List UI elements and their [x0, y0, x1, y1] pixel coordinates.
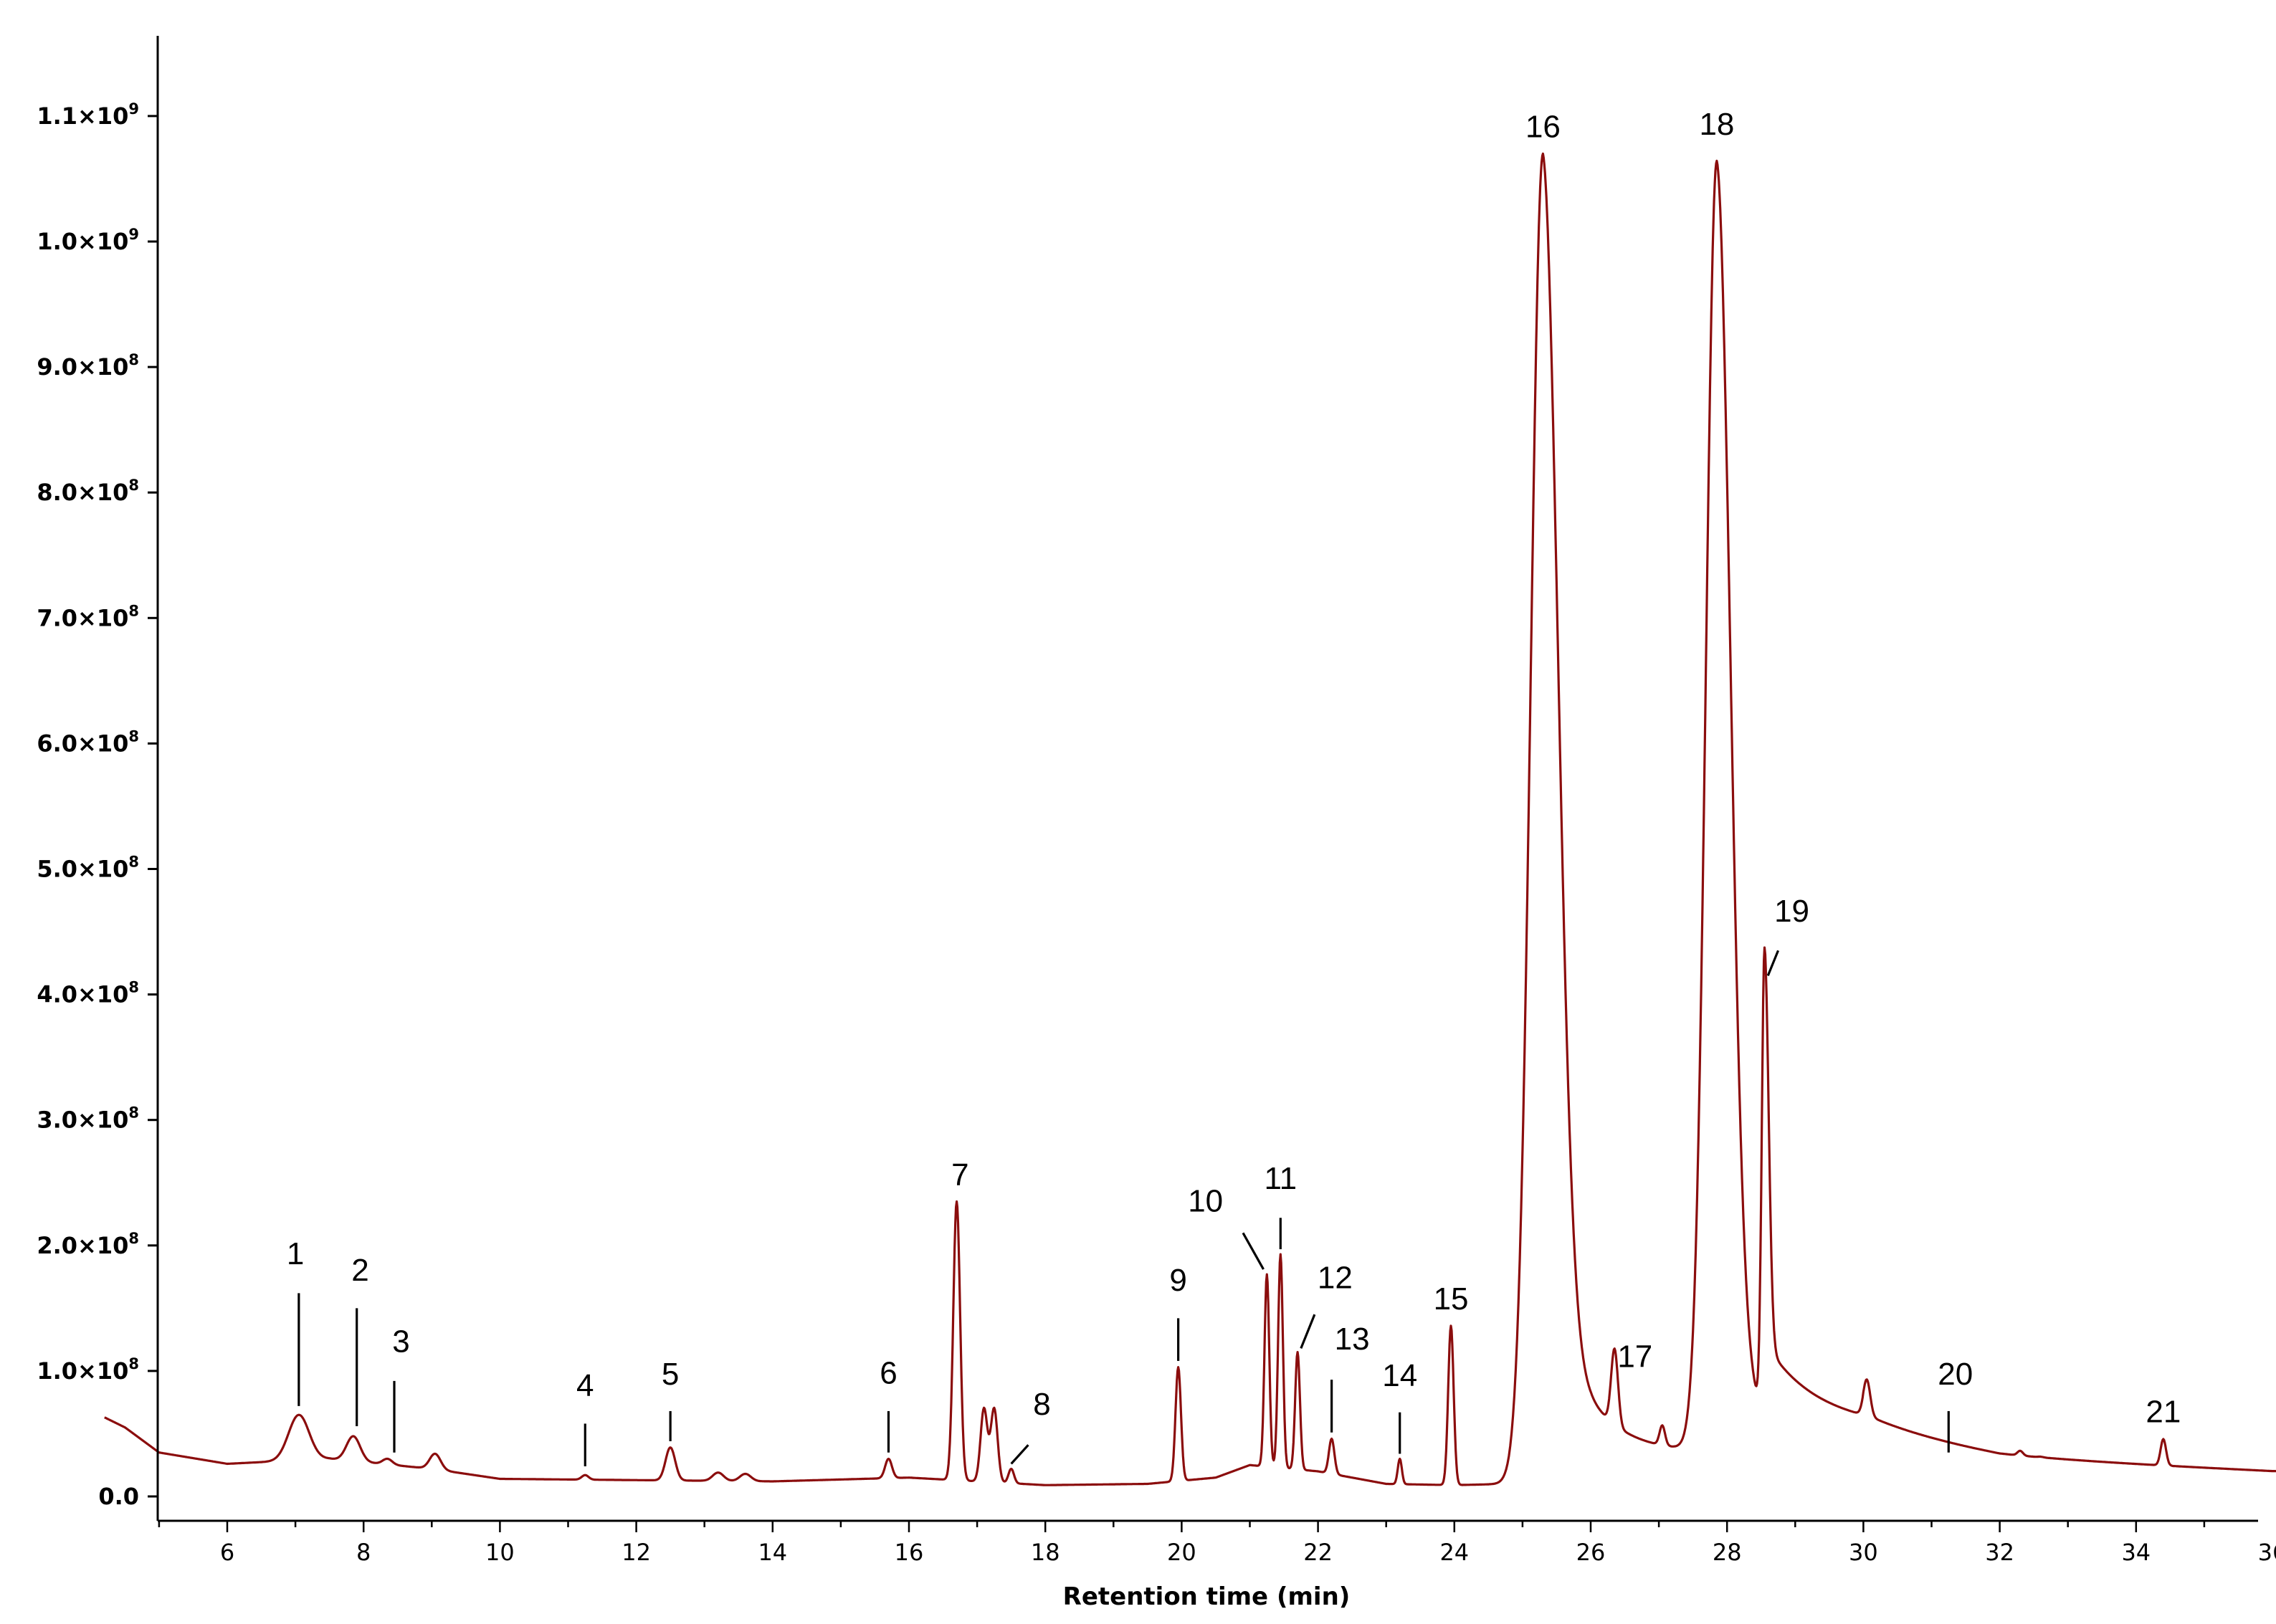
peak-annotation: 15 — [1434, 1281, 1469, 1317]
x-tick-label: 14 — [758, 1539, 787, 1566]
y-tick-label: 4.0×108 — [37, 979, 139, 1008]
peak-label: 3 — [392, 1324, 409, 1360]
peak-label: 9 — [1169, 1263, 1186, 1298]
y-tick-label: 1.1×109 — [37, 100, 139, 130]
peak-label: 12 — [1318, 1260, 1353, 1295]
peak-label: 13 — [1335, 1322, 1370, 1357]
peak-leader-line — [1010, 1444, 1029, 1465]
x-tick-label: 18 — [1031, 1539, 1060, 1566]
peak-annotation: 10 — [1188, 1184, 1265, 1270]
x-axis-label: Retention time (min) — [1063, 1582, 1351, 1611]
peak-label: 4 — [576, 1368, 594, 1403]
peak-label: 8 — [1033, 1387, 1050, 1422]
peak-label: 17 — [1617, 1339, 1652, 1375]
x-tick-label: 10 — [485, 1539, 515, 1566]
peak-leader-line — [1242, 1232, 1265, 1270]
peak-annotation: 7 — [951, 1157, 968, 1193]
peak-annotation: 14 — [1382, 1358, 1417, 1454]
peak-label: 1 — [287, 1236, 304, 1271]
y-tick-label: 1.0×109 — [37, 226, 139, 255]
peak-leader-line — [1300, 1314, 1316, 1349]
peak-annotation: 8 — [1010, 1387, 1051, 1465]
x-tick-label: 22 — [1303, 1539, 1333, 1566]
peak-label: 15 — [1434, 1281, 1469, 1317]
x-tick-label: 12 — [622, 1539, 651, 1566]
x-tick-label: 30 — [1849, 1539, 1878, 1566]
x-tick-label: 32 — [1985, 1539, 2014, 1566]
x-tick-label: 24 — [1439, 1539, 1469, 1566]
axes: 0.0 1.0×108 2.0×108 3.0×108 4.0×108 5.0×108 6.… — [37, 36, 2276, 1566]
x-axis-ticks: 6810121416182022242628303234363840424446… — [158, 1521, 2276, 1566]
peak-label: 7 — [951, 1157, 968, 1193]
chromatogram-trace — [104, 152, 2276, 1486]
peak-label: 21 — [2146, 1395, 2181, 1430]
x-tick-label: 34 — [2121, 1539, 2151, 1566]
y-tick-label: 3.0×108 — [37, 1104, 139, 1134]
peak-leader-line — [1766, 950, 1780, 976]
y-tick-label: 0.0 — [98, 1483, 139, 1510]
y-tick-label: 8.0×108 — [37, 477, 139, 506]
peak-annotation: 11 — [1264, 1161, 1297, 1250]
y-axis-ticks: 0.0 1.0×108 2.0×108 3.0×108 4.0×108 5.0×108 6.… — [37, 100, 158, 1510]
x-tick-label: 20 — [1167, 1539, 1196, 1566]
peak-annotation: 13 — [1330, 1322, 1370, 1433]
y-tick-label: 2.0×108 — [37, 1230, 139, 1259]
x-tick-label: 8 — [356, 1539, 371, 1566]
x-tick-label: 36 — [2258, 1539, 2276, 1566]
peak-annotation: 6 — [880, 1355, 897, 1453]
peak-annotation: 3 — [392, 1324, 410, 1453]
peak-annotation: 19 — [1766, 894, 1809, 976]
peak-label: 18 — [1699, 107, 1734, 142]
peak-annotation: 12 — [1300, 1260, 1353, 1349]
peak-label: 2 — [351, 1253, 368, 1288]
y-tick-label: 1.0×108 — [37, 1355, 139, 1385]
peak-label: 11 — [1264, 1161, 1297, 1196]
x-tick-label: 28 — [1713, 1539, 1742, 1566]
peak-label: 20 — [1938, 1357, 1973, 1392]
peak-annotation: 1 — [287, 1236, 304, 1406]
peak-label: 10 — [1188, 1184, 1223, 1219]
peak-annotation: 17 — [1617, 1339, 1652, 1375]
peak-annotation: 16 — [1525, 110, 1561, 145]
y-tick-label: 9.0×108 — [37, 351, 139, 381]
peak-label: 6 — [880, 1355, 897, 1390]
peak-annotation: 9 — [1169, 1263, 1187, 1361]
peak-annotation: 2 — [351, 1253, 369, 1426]
x-tick-label: 26 — [1576, 1539, 1606, 1566]
peak-annotations: 1234567891011121314151617181920212223242… — [287, 107, 2181, 1466]
y-tick-label: 7.0×108 — [37, 602, 139, 631]
peak-label: 14 — [1382, 1358, 1417, 1393]
peak-annotation: 5 — [662, 1357, 679, 1441]
peak-annotation: 18 — [1699, 107, 1734, 142]
x-tick-label: 6 — [220, 1539, 234, 1566]
y-tick-label: 5.0×108 — [37, 854, 139, 883]
peak-annotation: 4 — [576, 1368, 594, 1466]
peak-annotation: 20 — [1938, 1357, 1973, 1453]
y-tick-label: 6.0×108 — [37, 727, 139, 757]
peak-label: 16 — [1525, 110, 1561, 145]
x-tick-label: 16 — [895, 1539, 924, 1566]
peak-label: 5 — [662, 1357, 679, 1392]
peak-annotation: 21 — [2146, 1395, 2181, 1430]
peak-label: 19 — [1774, 894, 1809, 929]
